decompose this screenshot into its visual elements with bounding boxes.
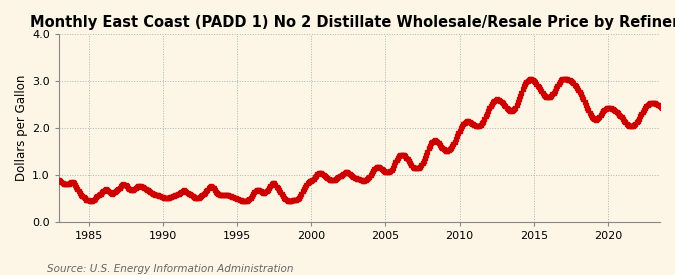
Title: Monthly East Coast (PADD 1) No 2 Distillate Wholesale/Resale Price by Refiners: Monthly East Coast (PADD 1) No 2 Distill… <box>30 15 675 30</box>
Text: Source: U.S. Energy Information Administration: Source: U.S. Energy Information Administ… <box>47 264 294 274</box>
Y-axis label: Dollars per Gallon: Dollars per Gallon <box>15 75 28 181</box>
